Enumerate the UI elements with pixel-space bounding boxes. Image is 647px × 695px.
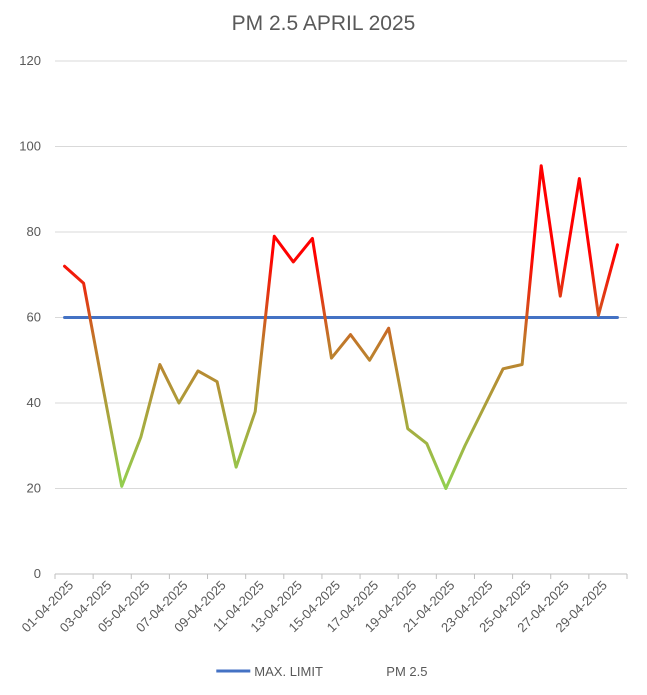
y-tick-label: 60 (27, 310, 41, 325)
y-tick-label: 100 (19, 139, 41, 154)
chart-title: PM 2.5 APRIL 2025 (231, 12, 416, 35)
y-tick-label: 120 (19, 53, 41, 68)
y-tick-label: 40 (27, 395, 41, 410)
y-tick-label: 0 (34, 566, 41, 581)
y-tick-label: 80 (27, 224, 41, 239)
series-line-pm25 (63, 164, 619, 490)
y-tick-label: 20 (27, 481, 41, 496)
legend: MAX. LIMIT PM 2.5 (216, 664, 427, 679)
legend-label: MAX. LIMIT (254, 664, 323, 679)
legend-label: PM 2.5 (386, 664, 427, 679)
